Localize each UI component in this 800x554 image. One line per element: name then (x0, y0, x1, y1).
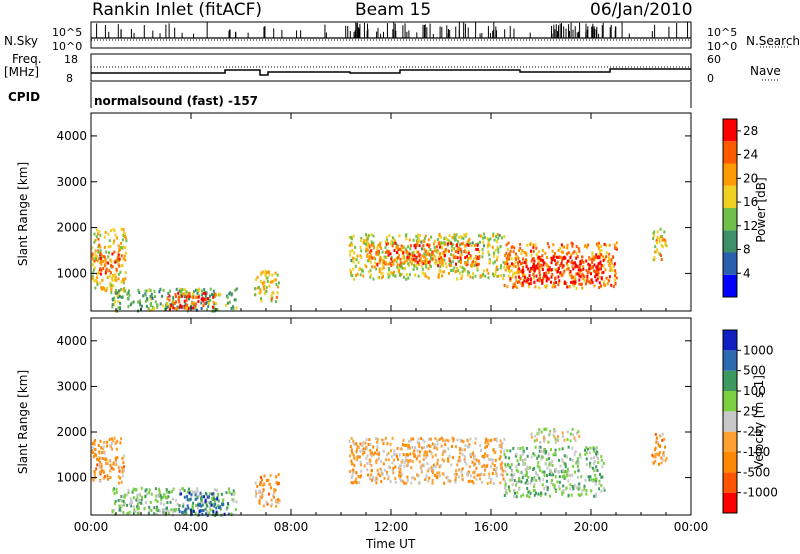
x-axis-title: Time UT (366, 537, 416, 551)
power-ylabel: Slant Range [km] (16, 161, 30, 267)
date-title: 06/Jan/2010 (590, 0, 693, 20)
velocity-region-7 (651, 432, 668, 466)
nave-tick-bottom: 0 (707, 72, 714, 85)
beam-title: Beam 15 (355, 0, 432, 20)
power-colorbar-segment (723, 208, 737, 231)
x-tick-label: 04:00 (174, 520, 209, 534)
power-colorbar-segment (723, 163, 737, 186)
power-colorbar-segment (723, 274, 737, 297)
power-colorbar-segment (723, 141, 737, 164)
power-colorbar-tick-label: 28 (743, 124, 758, 138)
velocity-region-6 (530, 427, 581, 445)
velocity-ytick-label: 4000 (56, 334, 87, 348)
power-colorbar-label: Power [dB] (754, 177, 768, 243)
nsky-tick-top: 10^5 (52, 26, 83, 39)
velocity-colorbar-segment (723, 431, 737, 452)
nave-label: Nave (750, 64, 781, 78)
velocity-ytick-label: 1000 (56, 471, 87, 485)
nsearch-tick-bottom: 10^0 (707, 40, 738, 53)
nsky-label: N.Sky (4, 34, 39, 48)
x-tick-label: 00:00 (674, 520, 709, 534)
velocity-colorbar-segment (723, 330, 737, 351)
velocity-colorbar-tick-label: -1000 (743, 486, 778, 500)
power-colorbar-frame (722, 118, 738, 298)
velocity-colorbar-tick-label: 25 (743, 404, 758, 418)
velocity-region-0 (91, 436, 125, 485)
freq-tick-bottom: 8 (66, 72, 73, 85)
power-colorbar-segment (723, 230, 737, 253)
velocity-colorbar-tick-label: 100 (743, 384, 766, 398)
velocity-ytick-label: 2000 (56, 425, 87, 439)
power-colorbar-tick-label: 8 (743, 243, 751, 257)
nsearch-label: N.Search (746, 34, 800, 48)
velocity-colorbar-segment (723, 472, 737, 493)
power-ytick-label: 1000 (56, 266, 87, 280)
freq-line (91, 68, 691, 76)
power-colorbar-segment (723, 185, 737, 208)
x-tick-label: 16:00 (474, 520, 509, 534)
velocity-region-1 (111, 486, 238, 517)
x-tick-label: 08:00 (274, 520, 309, 534)
nsky-panel-frame (90, 21, 692, 49)
power-region-8 (516, 255, 605, 286)
velocity-colorbar-segment (723, 452, 737, 473)
power-ytick-label: 2000 (56, 221, 87, 235)
velocity-colorbar-segment (723, 411, 737, 432)
x-tick-label: 20:00 (574, 520, 609, 534)
x-tick-label: 00:00 (74, 520, 109, 534)
power-colorbar-tick-label: 4 (743, 266, 751, 280)
nsky-tick-bottom: 10^0 (52, 40, 83, 53)
nave-tick-top: 60 (707, 53, 721, 66)
freq-label-line1: Freq. (12, 52, 42, 66)
power-colorbar-tick-label: 12 (743, 219, 758, 233)
velocity-colorbar-segment (723, 391, 737, 412)
velocity-region-3 (254, 473, 281, 508)
power-colorbar-segment (723, 119, 737, 142)
velocity-colorbar-segment (723, 350, 737, 371)
station-title: Rankin Inlet (fitACF) (92, 0, 263, 20)
power-colorbar-tick-label: 24 (743, 148, 758, 162)
power-region-9 (652, 227, 668, 262)
velocity-colorbar-tick-label: 500 (743, 364, 766, 378)
velocity-colorbar-tick-label: 1000 (743, 343, 774, 357)
power-region-5 (348, 232, 506, 281)
cpid-label: CPID (8, 90, 41, 104)
freq-tick-top: 18 (64, 53, 78, 66)
power-colorbar-tick-label: 20 (743, 171, 758, 185)
power-region-6 (366, 241, 481, 268)
velocity-colorbar-tick-label: -500 (743, 465, 770, 479)
velocity-colorbar-tick-label: -100 (743, 445, 770, 459)
velocity-region-5 (503, 445, 606, 499)
velocity-colorbar-label: Velocity [m s-1] (752, 375, 766, 469)
velocity-colorbar-segment (723, 492, 737, 513)
nsearch-tick-top: 10^5 (707, 26, 738, 39)
velocity-colorbar-frame (722, 329, 738, 514)
power-colorbar-tick-label: 16 (743, 195, 758, 209)
velocity-colorbar-segment (723, 370, 737, 391)
velocity-colorbar-tick-label: -25 (743, 425, 763, 439)
velocity-region-4 (348, 436, 506, 485)
x-tick-label: 12:00 (374, 520, 409, 534)
power-region-3 (166, 291, 218, 311)
velocity-ylabel: Slant Range [km] (16, 369, 30, 475)
power-region-1 (99, 252, 121, 276)
power-region-4 (254, 269, 280, 304)
power-region-0 (91, 227, 128, 295)
power-frame (90, 112, 692, 312)
power-ytick-label: 3000 (56, 175, 87, 189)
freq-label-line2: [MHz] (4, 65, 40, 79)
velocity-ytick-label: 3000 (56, 379, 87, 393)
power-ytick-label: 4000 (56, 129, 87, 143)
cpid-text: normalsound (fast) -157 (94, 94, 259, 108)
power-colorbar-segment (723, 252, 737, 275)
